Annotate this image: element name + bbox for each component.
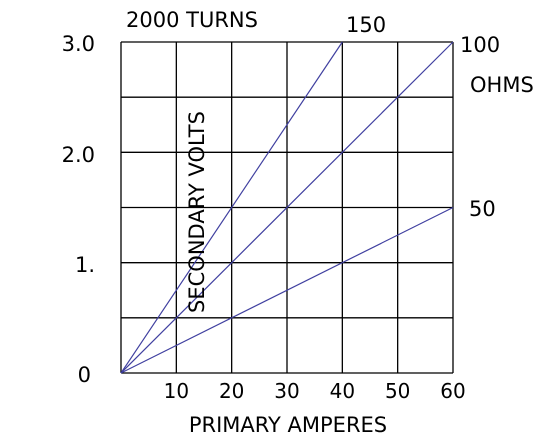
series-label-50: 50 <box>469 197 496 221</box>
x-tick-label: 30 <box>274 379 299 403</box>
unit-label: OHMS <box>470 73 534 97</box>
series-layer <box>120 41 454 374</box>
chart-labels: 2000 TURNS SECONDARY VOLTS PRIMARY AMPER… <box>126 8 534 437</box>
series-labels: 150 100 50 <box>346 13 500 221</box>
y-tick-label: 3.0 <box>62 32 95 56</box>
y-axis-label: SECONDARY VOLTS <box>185 111 209 313</box>
series-line-100 <box>120 41 454 374</box>
series-label-100: 100 <box>460 33 500 57</box>
x-tick-label: 40 <box>330 379 355 403</box>
y-tick-label: 2.0 <box>62 143 95 167</box>
x-axis-label: PRIMARY AMPERES <box>189 413 387 437</box>
y-tick-labels: 0 1. 2.0 3.0 <box>62 32 95 387</box>
chart-title: 2000 TURNS <box>126 8 258 32</box>
y-tick-label: 0 <box>78 363 91 387</box>
x-tick-labels: 10 20 30 40 50 60 <box>164 379 466 403</box>
series-label-150: 150 <box>346 13 386 37</box>
series-line-50 <box>120 206 454 374</box>
series-line-150 <box>120 41 343 374</box>
x-tick-label: 20 <box>219 379 244 403</box>
x-tick-label: 50 <box>385 379 410 403</box>
x-tick-label: 60 <box>440 379 465 403</box>
y-tick-label: 1. <box>75 253 95 277</box>
x-tick-label: 10 <box>164 379 189 403</box>
